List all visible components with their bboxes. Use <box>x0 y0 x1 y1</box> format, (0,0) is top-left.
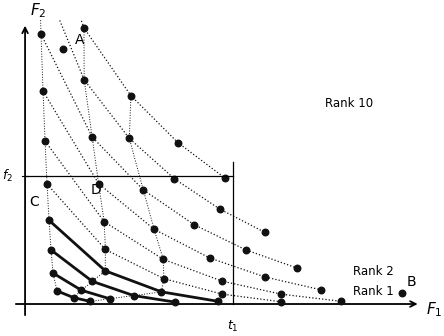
Text: B: B <box>407 275 416 289</box>
Point <box>53 288 60 294</box>
Point <box>45 218 52 223</box>
Point <box>277 299 284 304</box>
Point <box>171 299 178 305</box>
Point <box>106 296 113 301</box>
Point <box>174 140 182 145</box>
Point <box>130 293 137 298</box>
Point <box>102 268 109 274</box>
Point <box>262 274 269 280</box>
Point <box>44 181 51 187</box>
Point <box>278 292 285 297</box>
Point <box>337 298 344 304</box>
Point <box>242 247 249 252</box>
Point <box>102 247 109 252</box>
Point <box>261 229 268 235</box>
Point <box>221 175 228 181</box>
Point <box>216 206 223 212</box>
Point <box>171 176 178 181</box>
Point <box>81 77 88 82</box>
Point <box>160 276 167 281</box>
Point <box>219 279 226 284</box>
Point <box>89 279 96 284</box>
Point <box>191 222 198 227</box>
Text: $t_1$: $t_1$ <box>227 319 238 334</box>
Point <box>214 299 221 304</box>
Point <box>41 138 48 144</box>
Text: $F_2$: $F_2$ <box>30 1 46 20</box>
Point <box>140 187 147 193</box>
Point <box>126 136 133 141</box>
Point <box>160 257 167 262</box>
Point <box>101 219 108 224</box>
Point <box>293 265 300 271</box>
Point <box>78 288 85 293</box>
Text: $f_2$: $f_2$ <box>2 168 13 184</box>
Point <box>127 93 135 98</box>
Point <box>80 25 87 31</box>
Text: A: A <box>75 33 84 46</box>
Point <box>151 226 158 232</box>
Point <box>95 181 102 186</box>
Text: $F_1$: $F_1$ <box>427 300 443 319</box>
Point <box>399 290 406 296</box>
Text: Rank 2: Rank 2 <box>353 265 393 279</box>
Point <box>59 47 67 52</box>
Text: Rank 10: Rank 10 <box>325 97 373 110</box>
Text: D: D <box>91 183 102 197</box>
Point <box>48 247 55 253</box>
Point <box>70 295 77 300</box>
Point <box>158 289 165 295</box>
Point <box>206 255 213 261</box>
Point <box>89 134 96 140</box>
Point <box>40 88 47 94</box>
Point <box>219 291 226 297</box>
Text: C: C <box>29 196 39 209</box>
Point <box>87 299 94 304</box>
Point <box>49 270 56 276</box>
Text: Rank 1: Rank 1 <box>353 285 393 298</box>
Point <box>317 287 324 292</box>
Point <box>37 32 44 37</box>
